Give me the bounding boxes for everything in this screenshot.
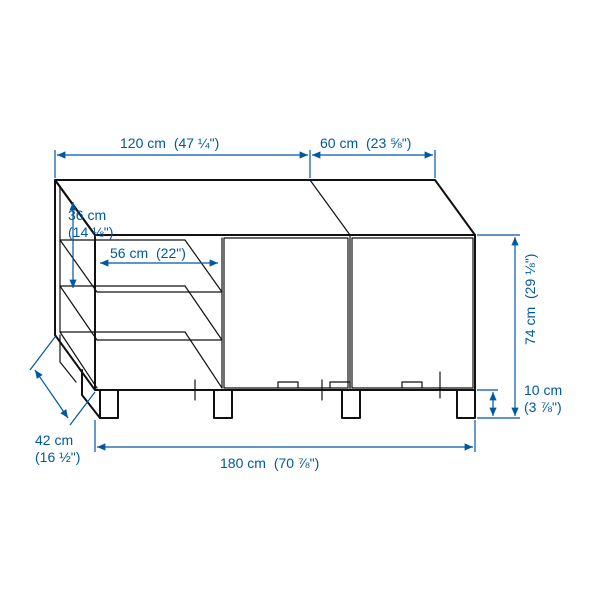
dim-total-width-label: 180 cm (70 ⅞"): [220, 455, 319, 471]
cabinet-top-face: [55, 180, 475, 235]
dim-leg-height-imperial: (3 ⅞"): [524, 399, 562, 415]
dim-top-left-label: 120 cm (47 ¼"): [120, 135, 219, 151]
furniture-dimension-diagram: 120 cm (47 ¼") 60 cm (23 ⅝") 36 cm (14 ⅛…: [0, 0, 600, 600]
dim-inner-height-imperial: (14 ⅛"): [68, 224, 113, 240]
door-cutout-2: [330, 382, 350, 388]
legs: [60, 335, 475, 418]
door-cutout-1: [278, 382, 298, 388]
dim-inner-width-label: 56 cm (22"): [110, 245, 186, 261]
dim-leg-height-metric: 10 cm: [524, 382, 562, 398]
dim-depth-metric: 42 cm: [35, 432, 73, 448]
door-cutout-3: [402, 382, 422, 388]
dim-top-right-label: 60 cm (23 ⅝"): [320, 135, 411, 151]
door-right: [352, 238, 473, 388]
cabinet-top-seam: [310, 180, 350, 235]
dim-total-height-label: 74 cm (29 ⅛"): [522, 254, 538, 345]
dim-inner-height-metric: 36 cm: [68, 207, 106, 223]
door-middle: [224, 238, 348, 388]
dim-depth-imperial: (16 ½"): [35, 449, 80, 465]
